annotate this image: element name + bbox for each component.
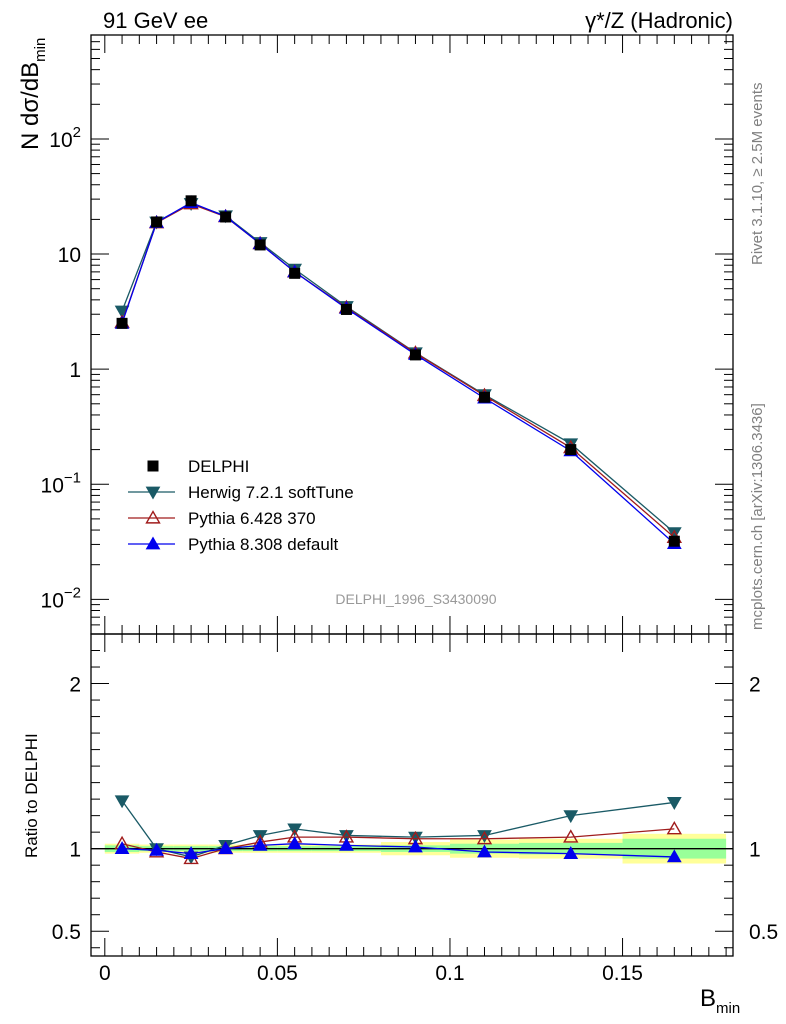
y-tick-label: 10−1 <box>41 469 81 497</box>
pythia8-ratio-marker <box>666 849 682 863</box>
herwig-main-marker <box>666 527 682 541</box>
x-axis-label-text: B <box>700 985 716 1012</box>
ratio-series <box>114 795 683 865</box>
data-main-marker <box>668 535 680 547</box>
x-tick-label: 0.05 <box>257 962 298 985</box>
herwig-ratio-marker <box>114 795 130 809</box>
analysis-watermark: DELPHI_1996_S3430090 <box>335 591 496 607</box>
data-main-marker <box>289 267 301 279</box>
pythia8-ratio-marker <box>218 841 233 855</box>
ratio-y-tick-label: 2 <box>69 674 81 697</box>
ratio-y-tick-label: 1 <box>69 839 81 862</box>
process-label: γ*/Z (Hadronic) <box>585 8 733 33</box>
mcplots-note: mcplots.cern.ch [arXiv:1306.3436] <box>749 403 766 630</box>
x-tick-label: 0.1 <box>435 962 464 985</box>
ratio-frame <box>90 633 734 957</box>
y-tick-label-exponent: −2 <box>64 584 81 601</box>
main-y-axis-label-text: N dσ/dB <box>17 62 44 150</box>
y-tick-label: 102 <box>49 124 81 152</box>
pythia6-ratio-marker <box>666 820 683 835</box>
energy-label: 91 GeV ee <box>103 8 208 33</box>
x-tick-label: 0 <box>99 962 111 985</box>
x-tick-labels: 0 0.05 0.1 0.15 <box>99 962 643 985</box>
ratio-y-axis-label: Ratio to DELPHI <box>22 733 41 858</box>
pythia8-ratio-marker <box>563 846 579 859</box>
pythia6-ratio-marker <box>563 829 579 843</box>
data-main-marker <box>340 303 352 315</box>
data-main-marker <box>409 349 421 361</box>
pythia8-ratio-marker <box>114 841 130 855</box>
x-tick-label: 0.15 <box>602 962 643 985</box>
pythia8-ratio-marker <box>339 837 354 851</box>
pythia8-ratio-marker <box>408 839 423 853</box>
x-axis-label-sub: min <box>716 1000 740 1017</box>
data-main-marker <box>254 239 266 251</box>
legend-marker-pythia6 <box>145 510 161 524</box>
pythia8-ratio-marker <box>252 837 268 851</box>
ratio-panel: 0.5 0.51 12 2 0 0.05 0.1 0.15 Ratio to DELPHI … <box>22 633 778 1017</box>
pythia8-ratio-marker <box>477 844 492 858</box>
legend-label-pythia6: Pythia 6.428 370 <box>188 509 316 528</box>
y-tick-label: 1 <box>69 359 81 382</box>
main-y-axis-label-sub: min <box>32 38 49 62</box>
ratio-y-tick-label-right: 0.5 <box>749 921 778 944</box>
pythia6-ratio-marker <box>476 830 493 845</box>
data-main-marker <box>185 195 197 207</box>
pythia8-ratio-marker <box>183 846 199 859</box>
y-tick-label-exponent: 2 <box>73 124 81 141</box>
y-tick-label: 10−2 <box>41 584 81 612</box>
legend: DELPHI Herwig 7.2.1 softTune Pythia 6.428 … <box>128 457 354 554</box>
pythia8-ratio-marker <box>287 836 303 850</box>
legend-label-pythia8: Pythia 8.308 default <box>188 535 339 554</box>
legend-label-data: DELPHI <box>188 457 249 476</box>
main-ticks <box>91 34 733 635</box>
ratio-y-tick-label-right: 2 <box>749 674 761 697</box>
main-y-axis-label: N dσ/dBmin <box>17 38 49 150</box>
legend-marker-data <box>147 460 159 472</box>
y-tick-label-base: 10 <box>49 129 72 152</box>
ratio-y-tick-labels: 0.5 0.5 1 1 2 2 <box>52 674 778 945</box>
pythia8-ratio-marker <box>149 842 164 856</box>
ratio-ticks <box>91 634 733 956</box>
data-main-marker <box>478 391 490 403</box>
y-tick-label-exponent: −1 <box>64 469 81 486</box>
legend-marker-herwig <box>145 486 161 500</box>
data-main-marker <box>116 317 128 329</box>
ratio-y-tick-label-right: 1 <box>749 839 761 862</box>
data-main-marker <box>151 216 163 228</box>
data-main-marker <box>220 211 232 223</box>
data-main-marker <box>565 444 577 456</box>
y-tick-label-base: 10 <box>41 589 64 612</box>
legend-marker-pythia8 <box>145 536 161 550</box>
legend-label-herwig: Herwig 7.2.1 softTune <box>188 483 354 502</box>
main-series <box>114 195 683 549</box>
ratio-y-tick-label: 0.5 <box>52 921 81 944</box>
y-tick-label: 10 <box>58 244 81 267</box>
herwig-ratio-marker <box>563 810 579 824</box>
herwig-ratio-marker <box>477 830 492 843</box>
x-axis-label: Bmin <box>700 985 740 1017</box>
y-tick-label-base: 10 <box>41 474 64 497</box>
rivet-note: Rivet 3.1.10, ≥ 2.5M events <box>749 83 766 266</box>
herwig-ratio-marker <box>666 797 682 810</box>
